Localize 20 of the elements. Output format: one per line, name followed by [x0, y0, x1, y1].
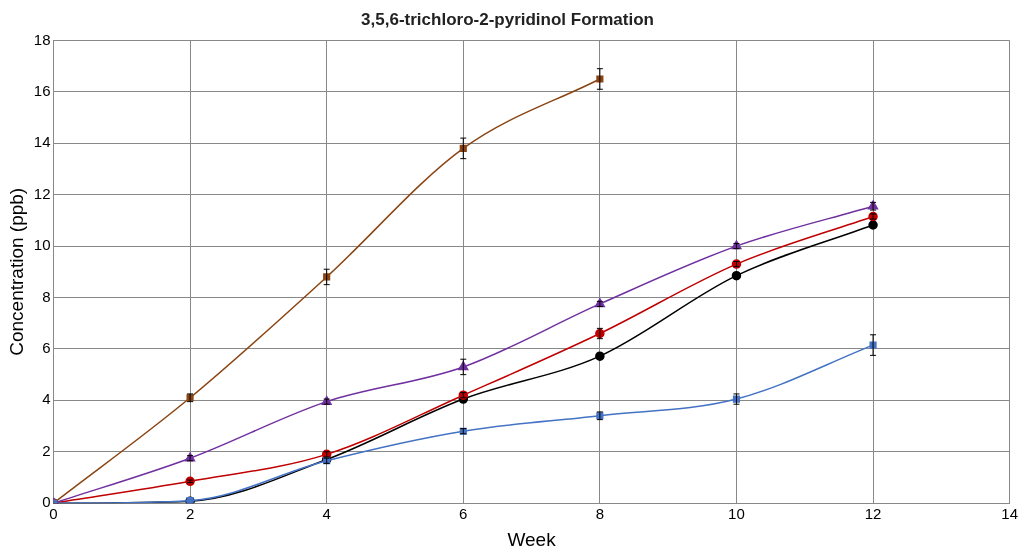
x-axis-title: Week: [507, 528, 557, 550]
y-axis-title: Concentration (ppb): [5, 187, 27, 356]
x-tick-label: 6: [459, 505, 468, 523]
x-tick-label: 14: [1001, 505, 1018, 523]
x-tick-label: 12: [864, 505, 882, 523]
x-tick-label: 4: [322, 505, 331, 523]
y-tick-label: 2: [42, 441, 51, 459]
y-tick-label: 8: [42, 287, 51, 305]
y-tick-label: 10: [33, 236, 51, 254]
x-tick-label: 2: [185, 505, 195, 523]
y-tick-label: 14: [33, 133, 51, 151]
x-tick-label: 8: [595, 505, 605, 523]
y-tick-label: 0: [42, 493, 51, 511]
y-tick-label: 16: [33, 81, 51, 99]
y-tick-label: 18: [33, 30, 51, 48]
y-tick-label: 12: [33, 184, 51, 202]
x-tick-label: 10: [728, 505, 745, 523]
y-tick-label: 6: [42, 339, 51, 357]
y-tick-label: 4: [42, 390, 51, 408]
chart-title: 3,5,6-trichloro-2-pyridinol Formation: [361, 9, 654, 29]
